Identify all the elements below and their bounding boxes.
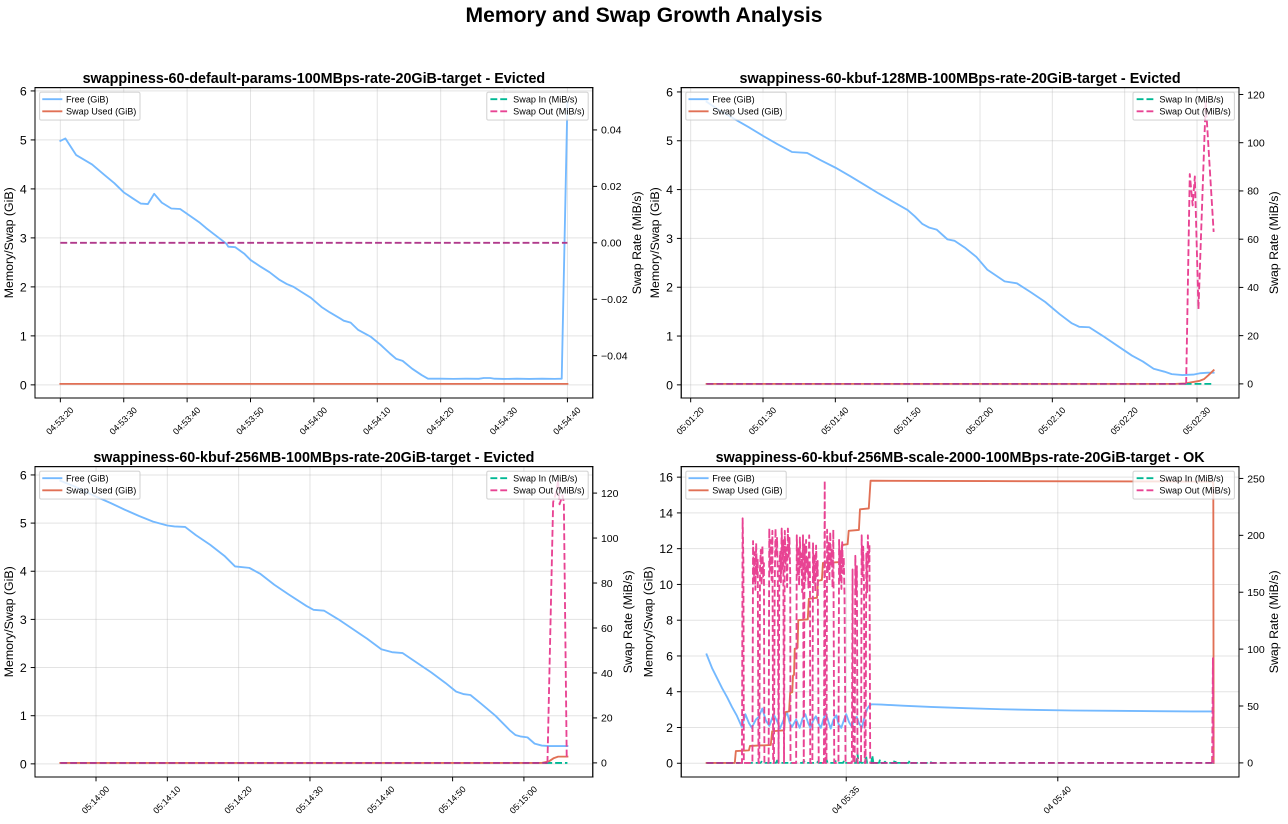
svg-text:5: 5 [20, 517, 27, 531]
svg-text:3: 3 [20, 613, 27, 627]
svg-text:6: 6 [666, 649, 673, 663]
svg-text:12: 12 [659, 542, 673, 556]
svg-text:2: 2 [666, 721, 673, 735]
svg-text:4: 4 [20, 565, 27, 579]
svg-text:0.02: 0.02 [601, 181, 622, 193]
svg-text:4: 4 [20, 182, 27, 196]
svg-text:Memory/Swap (GiB): Memory/Swap (GiB) [648, 187, 662, 298]
svg-text:Swap Used (GiB): Swap Used (GiB) [712, 486, 782, 496]
svg-text:2: 2 [20, 661, 27, 675]
svg-text:4: 4 [666, 183, 673, 197]
svg-text:14: 14 [659, 506, 673, 520]
svg-text:60: 60 [601, 623, 613, 635]
svg-text:swappiness-60-kbuf-128MB-100MB: swappiness-60-kbuf-128MB-100MBps-rate-20… [740, 71, 1181, 87]
svg-text:100: 100 [601, 533, 619, 545]
svg-text:5: 5 [666, 134, 673, 148]
svg-text:20: 20 [1247, 330, 1259, 342]
svg-text:Free (GiB): Free (GiB) [66, 473, 109, 483]
svg-text:3: 3 [666, 232, 673, 246]
svg-text:Memory/Swap (GiB): Memory/Swap (GiB) [641, 566, 655, 677]
svg-text:−0.02: −0.02 [601, 294, 628, 306]
svg-text:0: 0 [20, 378, 27, 392]
svg-text:Swap Rate (MiB/s): Swap Rate (MiB/s) [1267, 570, 1281, 673]
svg-text:40: 40 [601, 668, 613, 680]
svg-text:0: 0 [1247, 758, 1253, 770]
svg-text:Swap Rate (MiB/s): Swap Rate (MiB/s) [621, 570, 635, 673]
svg-text:Swap Out (MiB/s): Swap Out (MiB/s) [1159, 486, 1230, 496]
svg-text:1: 1 [666, 330, 673, 344]
svg-text:Swap In (MiB/s): Swap In (MiB/s) [1159, 473, 1223, 483]
svg-text:40: 40 [1247, 282, 1259, 294]
svg-text:0.00: 0.00 [601, 238, 622, 250]
svg-text:10: 10 [659, 578, 673, 592]
svg-text:150: 150 [1247, 587, 1265, 599]
svg-text:Swap Out (MiB/s): Swap Out (MiB/s) [513, 486, 584, 496]
svg-text:Swap Used (GiB): Swap Used (GiB) [66, 107, 136, 117]
svg-text:3: 3 [20, 231, 27, 245]
svg-text:200: 200 [1247, 530, 1265, 542]
svg-text:100: 100 [1247, 138, 1265, 150]
svg-text:0: 0 [601, 758, 607, 770]
svg-text:swappiness-60-default-params-1: swappiness-60-default-params-100MBps-rat… [83, 71, 546, 87]
svg-text:80: 80 [1247, 186, 1259, 198]
svg-text:Free (GiB): Free (GiB) [66, 94, 109, 104]
svg-text:6: 6 [666, 85, 673, 99]
svg-text:Free (GiB): Free (GiB) [712, 473, 755, 483]
svg-text:−0.04: −0.04 [601, 350, 628, 362]
svg-text:5: 5 [20, 133, 27, 147]
svg-text:0: 0 [20, 757, 27, 771]
svg-text:0: 0 [666, 378, 673, 392]
svg-text:120: 120 [601, 488, 619, 500]
svg-text:16: 16 [659, 471, 673, 485]
svg-text:1: 1 [20, 329, 27, 343]
svg-text:100: 100 [1247, 644, 1265, 656]
svg-text:60: 60 [1247, 234, 1259, 246]
svg-text:Swap Used (GiB): Swap Used (GiB) [66, 486, 136, 496]
svg-text:2: 2 [666, 281, 673, 295]
svg-text:1: 1 [20, 709, 27, 723]
svg-text:6: 6 [20, 468, 27, 482]
svg-text:2: 2 [20, 280, 27, 294]
svg-text:120: 120 [1247, 89, 1265, 101]
svg-text:Swap In (MiB/s): Swap In (MiB/s) [1159, 94, 1223, 104]
svg-text:20: 20 [601, 713, 613, 725]
svg-text:Free (GiB): Free (GiB) [712, 94, 755, 104]
svg-text:8: 8 [666, 614, 673, 628]
svg-text:swappiness-60-kbuf-256MB-scale: swappiness-60-kbuf-256MB-scale-2000-100M… [716, 450, 1206, 466]
svg-text:Swap Rate (MiB/s): Swap Rate (MiB/s) [1267, 191, 1281, 294]
svg-text:Swap Out (MiB/s): Swap Out (MiB/s) [1159, 107, 1230, 117]
svg-text:Swap Used (GiB): Swap Used (GiB) [712, 107, 782, 117]
svg-text:0: 0 [666, 757, 673, 771]
svg-text:50: 50 [1247, 701, 1259, 713]
svg-text:Swap In (MiB/s): Swap In (MiB/s) [513, 473, 577, 483]
svg-text:80: 80 [601, 578, 613, 590]
svg-text:0.04: 0.04 [601, 125, 622, 137]
svg-text:Memory/Swap (GiB): Memory/Swap (GiB) [2, 187, 16, 298]
svg-text:Swap Rate (MiB/s): Swap Rate (MiB/s) [630, 191, 644, 294]
svg-text:swappiness-60-kbuf-256MB-100MB: swappiness-60-kbuf-256MB-100MBps-rate-20… [93, 450, 534, 466]
svg-text:250: 250 [1247, 473, 1265, 485]
svg-text:0: 0 [1247, 379, 1253, 391]
svg-text:Swap Out (MiB/s): Swap Out (MiB/s) [513, 107, 584, 117]
svg-text:Memory and Swap Growth Analysi: Memory and Swap Growth Analysis [466, 4, 823, 27]
svg-text:6: 6 [20, 84, 27, 98]
svg-text:4: 4 [666, 685, 673, 699]
svg-text:Memory/Swap (GiB): Memory/Swap (GiB) [2, 566, 16, 677]
svg-text:Swap In (MiB/s): Swap In (MiB/s) [513, 94, 577, 104]
